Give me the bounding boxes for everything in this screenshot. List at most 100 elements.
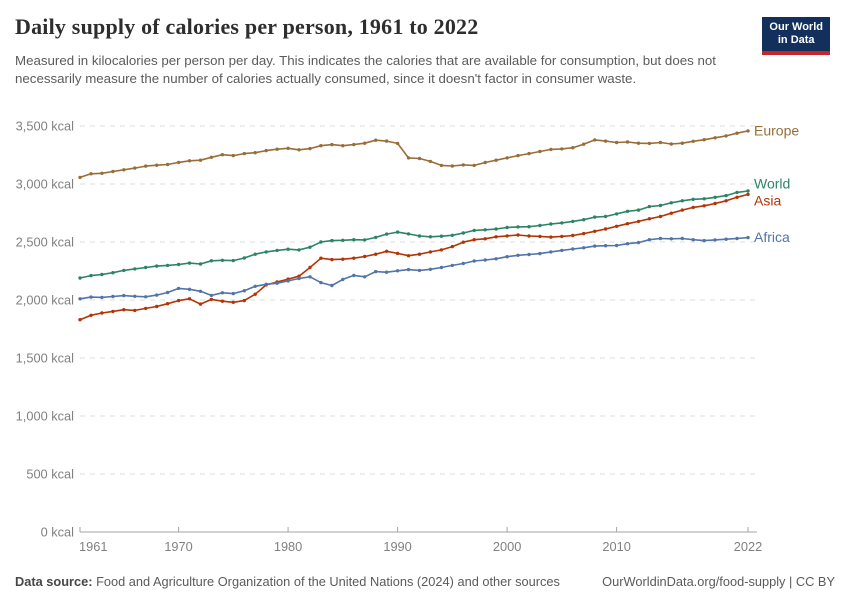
data-point[interactable]	[439, 163, 444, 168]
data-point[interactable]	[417, 268, 422, 273]
data-point[interactable]	[560, 221, 564, 225]
data-point[interactable]	[658, 236, 663, 241]
data-point[interactable]	[516, 233, 520, 237]
data-point[interactable]	[527, 151, 531, 156]
data-point[interactable]	[133, 267, 137, 271]
data-point[interactable]	[483, 160, 487, 165]
series-label-world[interactable]: World	[754, 176, 790, 192]
series-line-africa[interactable]	[79, 236, 749, 300]
data-point[interactable]	[724, 237, 728, 241]
data-point[interactable]	[669, 201, 673, 205]
data-point[interactable]	[231, 258, 235, 263]
data-point[interactable]	[483, 258, 487, 262]
data-point[interactable]	[713, 195, 717, 199]
data-point[interactable]	[647, 204, 652, 209]
data-point[interactable]	[133, 308, 137, 313]
data-point[interactable]	[724, 199, 728, 203]
data-point[interactable]	[176, 160, 181, 165]
data-point[interactable]	[713, 201, 717, 206]
data-point[interactable]	[549, 147, 553, 152]
data-point[interactable]	[275, 281, 279, 285]
data-point[interactable]	[395, 230, 400, 234]
data-point[interactable]	[89, 313, 93, 317]
data-point[interactable]	[384, 249, 389, 253]
data-point[interactable]	[538, 234, 542, 239]
data-point[interactable]	[658, 214, 663, 219]
data-point[interactable]	[713, 238, 717, 242]
data-point[interactable]	[647, 141, 652, 146]
data-point[interactable]	[155, 163, 159, 167]
data-point[interactable]	[746, 129, 750, 133]
data-point[interactable]	[363, 275, 367, 279]
data-point[interactable]	[242, 298, 246, 303]
data-point[interactable]	[560, 248, 564, 253]
data-point[interactable]	[319, 144, 323, 148]
data-point[interactable]	[395, 141, 400, 146]
data-point[interactable]	[144, 306, 148, 311]
data-point[interactable]	[209, 293, 214, 298]
data-point[interactable]	[571, 219, 575, 224]
data-point[interactable]	[614, 243, 619, 248]
owid-credit-link[interactable]: OurWorldinData.org/food-supply | CC BY	[602, 574, 835, 589]
data-point[interactable]	[155, 264, 159, 268]
data-point[interactable]	[636, 208, 641, 212]
data-point[interactable]	[538, 149, 542, 154]
data-point[interactable]	[450, 263, 454, 268]
data-point[interactable]	[560, 147, 564, 151]
data-point[interactable]	[374, 235, 378, 240]
data-point[interactable]	[505, 156, 509, 160]
data-point[interactable]	[341, 277, 345, 282]
data-point[interactable]	[494, 227, 498, 231]
data-point[interactable]	[242, 256, 246, 260]
data-point[interactable]	[680, 236, 684, 241]
data-point[interactable]	[231, 300, 235, 304]
data-point[interactable]	[647, 238, 652, 242]
data-point[interactable]	[417, 156, 422, 161]
data-point[interactable]	[691, 238, 695, 242]
data-point[interactable]	[209, 297, 214, 302]
data-point[interactable]	[253, 292, 257, 296]
data-point[interactable]	[483, 237, 487, 241]
data-point[interactable]	[297, 276, 301, 281]
data-point[interactable]	[176, 262, 181, 267]
data-point[interactable]	[352, 238, 356, 242]
data-point[interactable]	[144, 265, 148, 270]
data-point[interactable]	[374, 269, 378, 274]
data-point[interactable]	[538, 223, 542, 228]
data-point[interactable]	[658, 140, 663, 145]
data-point[interactable]	[571, 233, 575, 238]
data-point[interactable]	[220, 299, 225, 303]
data-point[interactable]	[625, 209, 630, 213]
data-point[interactable]	[78, 297, 82, 301]
data-point[interactable]	[352, 256, 356, 260]
data-point[interactable]	[341, 238, 345, 242]
data-point[interactable]	[658, 203, 663, 208]
series-world[interactable]	[78, 189, 750, 280]
data-point[interactable]	[560, 234, 564, 239]
data-point[interactable]	[461, 231, 465, 235]
data-point[interactable]	[100, 171, 104, 175]
data-point[interactable]	[461, 261, 465, 266]
data-point[interactable]	[308, 265, 312, 270]
data-point[interactable]	[593, 138, 597, 142]
data-point[interactable]	[625, 140, 630, 144]
data-point[interactable]	[297, 148, 301, 152]
data-point[interactable]	[669, 211, 673, 215]
data-point[interactable]	[549, 235, 553, 239]
data-point[interactable]	[341, 257, 345, 261]
data-point[interactable]	[374, 252, 378, 256]
data-point[interactable]	[198, 289, 203, 293]
data-point[interactable]	[111, 169, 115, 174]
data-point[interactable]	[603, 227, 608, 231]
data-point[interactable]	[527, 252, 531, 257]
data-point[interactable]	[571, 146, 575, 150]
data-point[interactable]	[406, 254, 411, 258]
data-point[interactable]	[603, 214, 608, 219]
data-point[interactable]	[472, 163, 476, 168]
series-label-africa[interactable]: Africa	[754, 229, 790, 245]
data-point[interactable]	[352, 273, 356, 278]
data-point[interactable]	[593, 244, 597, 248]
data-point[interactable]	[89, 295, 93, 299]
data-point[interactable]	[494, 235, 498, 239]
data-point[interactable]	[363, 238, 367, 242]
